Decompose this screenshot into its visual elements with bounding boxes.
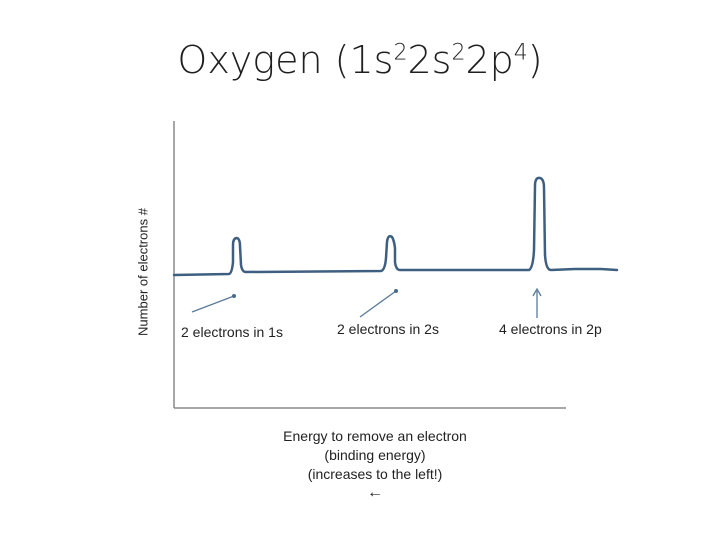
caption-line-1: Energy to remove an electron <box>283 428 467 444</box>
title-sup-2p: 4 <box>513 40 528 66</box>
title-text: Oxygen (1s <box>177 38 394 82</box>
peak-label-2s: 2 electrons in 2s <box>337 321 439 337</box>
caption-line-2: (binding energy) <box>324 447 426 463</box>
diagram-title: Oxygen (1s22s22p4) <box>0 38 720 82</box>
pointer-1s <box>191 295 235 313</box>
title-sup-2s: 2 <box>451 40 466 66</box>
pointer-2s <box>359 290 397 318</box>
title-part-2p: 2p <box>465 38 514 82</box>
peak-label-1s: 2 electrons in 1s <box>181 324 283 340</box>
left-arrow-icon: ← <box>367 484 383 501</box>
x-axis-caption: Energy to remove an electron (binding en… <box>235 427 515 502</box>
pointer-2p-arrowhead <box>532 287 542 297</box>
title-end: ) <box>527 38 543 82</box>
title-part-2s: 2s <box>407 38 452 82</box>
caption-line-3: (increases to the left!) <box>307 466 443 482</box>
spectrum-trace <box>172 176 619 277</box>
title-sup-1s: 2 <box>393 40 408 66</box>
peak-label-2p: 4 electrons in 2p <box>499 321 602 337</box>
pointer-1s-tip <box>232 294 236 298</box>
pointer-2s-tip <box>394 289 398 293</box>
